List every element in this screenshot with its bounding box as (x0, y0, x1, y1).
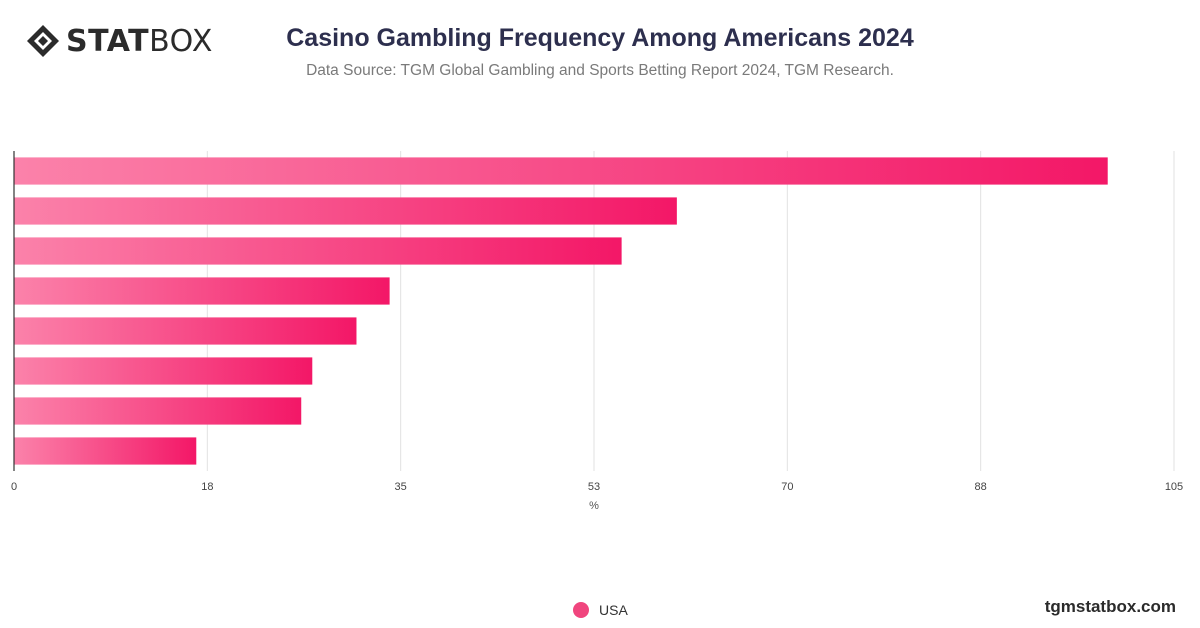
chart-subtitle: Data Source: TGM Global Gambling and Spo… (306, 62, 894, 79)
x-tick-label: 53 (588, 481, 600, 493)
bar[interactable] (14, 197, 677, 225)
diamond-logo-icon (27, 25, 59, 57)
bar[interactable] (14, 277, 390, 305)
bar[interactable] (14, 157, 1108, 185)
bar[interactable] (14, 437, 197, 465)
statbox-logo: STATBOX (26, 22, 236, 60)
x-tick-label: 18 (201, 481, 213, 493)
logo-bold-text: STAT (66, 23, 150, 59)
x-axis-label: % (589, 500, 599, 512)
legend-circle-icon (573, 602, 589, 618)
legend[interactable]: USA (573, 602, 628, 618)
bar[interactable] (14, 397, 302, 425)
x-tick-label: 70 (781, 481, 793, 493)
legend-label: USA (599, 602, 628, 618)
x-tick-label: 88 (975, 481, 987, 493)
bar[interactable] (14, 357, 313, 385)
logo-light-text: BOX (149, 23, 213, 59)
logo-wordmark: STATBOX (66, 24, 213, 59)
chart-title: Casino Gambling Frequency Among American… (286, 24, 914, 52)
bar[interactable] (14, 317, 357, 345)
x-tick-label: 105 (1165, 481, 1183, 493)
website-label: tgmstatbox.com (1044, 597, 1176, 616)
x-tick-label: 0 (11, 481, 17, 493)
x-tick-label: 35 (395, 481, 407, 493)
bar[interactable] (14, 237, 622, 265)
